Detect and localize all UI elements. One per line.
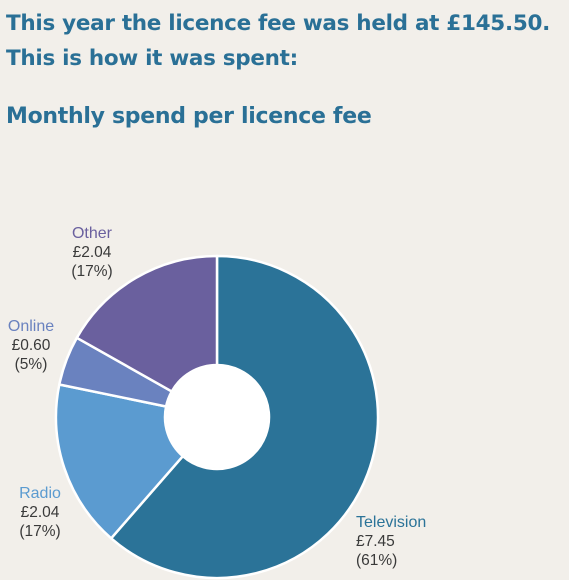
label-radio: Radio £2.04 (17%) xyxy=(10,484,70,541)
slice-radio xyxy=(54,383,185,540)
label-television-name: Television xyxy=(356,514,427,531)
slice-television xyxy=(109,254,380,580)
headline-line-1: This year the licence fee was held at £1… xyxy=(6,11,551,36)
label-online: Online £0.60 (5%) xyxy=(2,317,60,374)
label-television: Television £7.45 (61%) xyxy=(356,513,446,570)
label-television-value: £7.45 xyxy=(356,533,395,550)
label-online-percent: (5%) xyxy=(14,356,48,373)
label-radio-percent: (17%) xyxy=(19,523,61,540)
label-television-percent: (61%) xyxy=(356,552,398,569)
label-other-value: £2.04 xyxy=(72,244,112,261)
slice-other xyxy=(75,254,219,393)
label-other: Other £2.04 (17%) xyxy=(62,224,122,281)
label-online-value: £0.60 xyxy=(11,337,51,354)
headline-line-2: This is how it was spent: xyxy=(6,46,298,71)
label-radio-value: £2.04 xyxy=(20,504,60,521)
label-online-name: Online xyxy=(7,318,55,335)
chart-title: Monthly spend per licence fee xyxy=(6,104,372,129)
label-other-name: Other xyxy=(71,225,112,242)
donut-hole xyxy=(166,366,268,468)
label-radio-name: Radio xyxy=(19,485,61,502)
headline: This year the licence fee was held at £1… xyxy=(6,6,550,76)
label-other-percent: (17%) xyxy=(71,263,113,280)
